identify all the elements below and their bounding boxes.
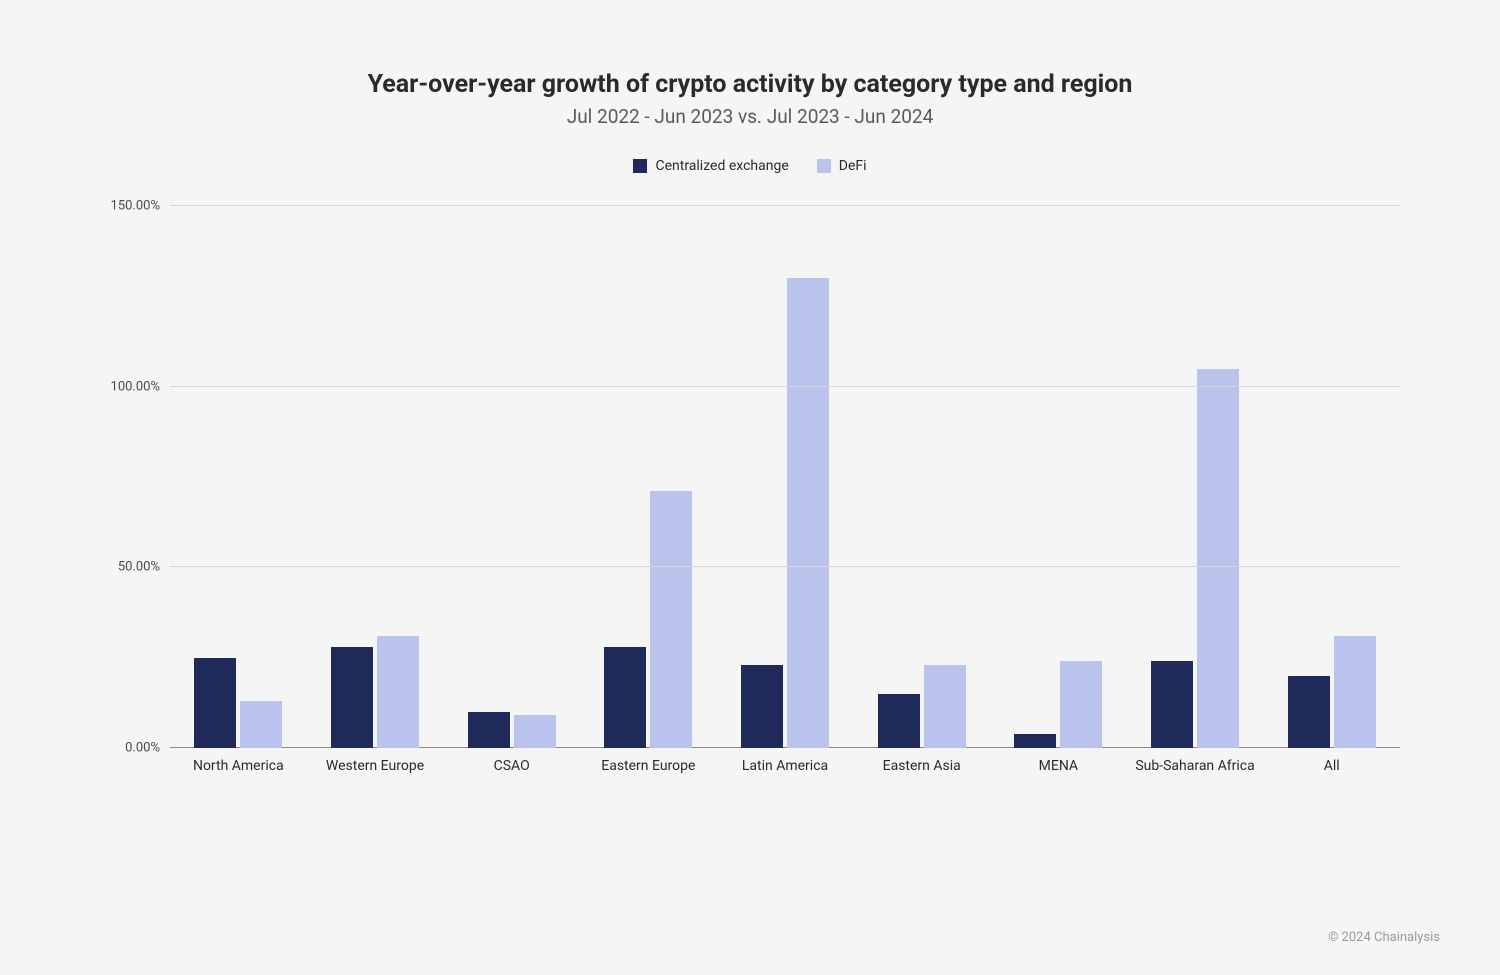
x-tick-label: CSAO bbox=[443, 748, 580, 788]
bar bbox=[1060, 661, 1102, 748]
legend-swatch bbox=[633, 159, 647, 173]
bar bbox=[240, 701, 282, 748]
bar-group bbox=[1263, 188, 1400, 748]
bar bbox=[1288, 676, 1330, 748]
bar bbox=[741, 665, 783, 748]
bar bbox=[1334, 636, 1376, 748]
bar bbox=[650, 491, 692, 748]
y-tick-label: 100.00% bbox=[90, 379, 160, 394]
x-tick-label: MENA bbox=[990, 748, 1127, 788]
x-tick-label: Sub-Saharan Africa bbox=[1127, 748, 1264, 788]
legend-label: DeFi bbox=[839, 158, 867, 174]
bar bbox=[514, 715, 556, 748]
attribution-text: © 2024 Chainalysis bbox=[1328, 930, 1440, 945]
legend-swatch bbox=[817, 159, 831, 173]
plot-area: 0.00%50.00%100.00%150.00% bbox=[170, 188, 1400, 748]
gridline bbox=[170, 386, 1400, 387]
x-tick-label: Eastern Asia bbox=[853, 748, 990, 788]
x-tick-label: North America bbox=[170, 748, 307, 788]
bar-group bbox=[717, 188, 854, 748]
x-tick-label: All bbox=[1263, 748, 1400, 788]
bar bbox=[331, 647, 373, 748]
gridline bbox=[170, 566, 1400, 567]
x-axis-labels: North AmericaWestern EuropeCSAOEastern E… bbox=[170, 748, 1400, 788]
bar bbox=[1151, 661, 1193, 748]
legend: Centralized exchange DeFi bbox=[90, 158, 1410, 174]
bar-group bbox=[580, 188, 717, 748]
bar bbox=[377, 636, 419, 748]
chart-area: 0.00%50.00%100.00%150.00% North AmericaW… bbox=[90, 188, 1410, 788]
legend-item-defi: DeFi bbox=[817, 158, 867, 174]
bar-group bbox=[170, 188, 307, 748]
chart-page: Year-over-year growth of crypto activity… bbox=[0, 0, 1500, 975]
gridline bbox=[170, 205, 1400, 206]
chart-title: Year-over-year growth of crypto activity… bbox=[90, 70, 1410, 99]
title-block: Year-over-year growth of crypto activity… bbox=[90, 70, 1410, 128]
bar-group bbox=[307, 188, 444, 748]
legend-item-centralized-exchange: Centralized exchange bbox=[633, 158, 788, 174]
x-tick-label: Eastern Europe bbox=[580, 748, 717, 788]
bar bbox=[878, 694, 920, 748]
bar bbox=[1197, 369, 1239, 748]
y-tick-label: 0.00% bbox=[90, 741, 160, 756]
bar bbox=[194, 658, 236, 748]
y-tick-label: 50.00% bbox=[90, 560, 160, 575]
y-tick-label: 150.00% bbox=[90, 199, 160, 214]
bar-group bbox=[853, 188, 990, 748]
bar bbox=[604, 647, 646, 748]
x-tick-label: Latin America bbox=[717, 748, 854, 788]
bar-group bbox=[1127, 188, 1264, 748]
bar bbox=[1014, 734, 1056, 748]
x-tick-label: Western Europe bbox=[307, 748, 444, 788]
bar-group bbox=[990, 188, 1127, 748]
bar-group bbox=[443, 188, 580, 748]
bar bbox=[468, 712, 510, 748]
bars-row bbox=[170, 188, 1400, 748]
chart-subtitle: Jul 2022 - Jun 2023 vs. Jul 2023 - Jun 2… bbox=[90, 105, 1410, 128]
bar bbox=[924, 665, 966, 748]
legend-label: Centralized exchange bbox=[655, 158, 788, 174]
bar bbox=[787, 278, 829, 748]
